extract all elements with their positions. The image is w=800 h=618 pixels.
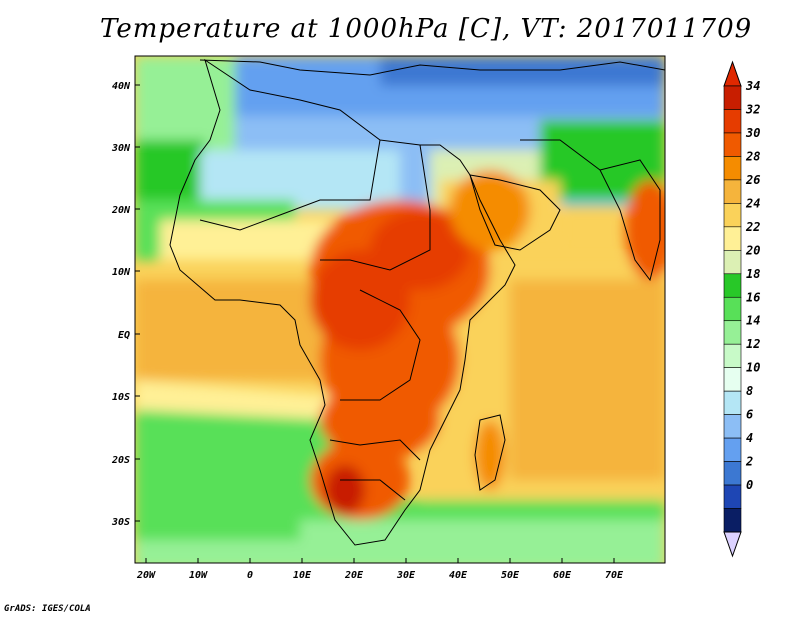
colorbar-swatch — [723, 273, 742, 298]
colorbar-swatch — [723, 484, 742, 509]
colorbar-swatch — [723, 461, 742, 486]
colorbar-label: 16 — [746, 290, 760, 304]
lat-label: EQ — [118, 330, 130, 341]
colorbar-label: 10 — [746, 361, 760, 375]
colorbar-swatch — [723, 156, 742, 181]
colorbar-swatch — [723, 203, 742, 228]
lon-label: 70E — [605, 570, 624, 581]
colorbar-label: 32 — [745, 102, 760, 116]
lat-label: 20S — [111, 455, 130, 466]
colorbar-label: 26 — [745, 173, 760, 187]
lon-label: 20E — [344, 570, 364, 581]
colorbar-swatch — [723, 320, 742, 345]
colorbar-bottom-arrow — [723, 531, 742, 558]
colorbar-label: 2 — [745, 455, 753, 469]
lat-label: 40N — [112, 81, 131, 92]
colorbar-label: 22 — [745, 220, 760, 234]
colorbar-swatch — [723, 226, 742, 251]
colorbar-swatch — [723, 296, 742, 322]
colorbar-label: 18 — [746, 267, 760, 281]
colorbar-label: 14 — [746, 314, 760, 328]
lon-label: 50E — [501, 570, 520, 581]
colorbar-label: 6 — [746, 408, 753, 422]
colorbar-swatch — [723, 250, 742, 275]
lat-label: 10S — [112, 392, 130, 403]
colorbar-swatch — [723, 437, 742, 462]
colorbar-label: 24 — [745, 196, 760, 210]
colorbar-label: 4 — [746, 431, 753, 445]
colorbar-swatch — [723, 132, 742, 157]
colorbar-label: 12 — [746, 337, 760, 351]
colorbar-label: 8 — [746, 384, 753, 398]
credit-text: GrADS: IGES/COLA — [4, 604, 91, 614]
colorbar-label: 20 — [745, 243, 760, 257]
lon-label: 20W — [136, 570, 156, 581]
colorbar-label: 34 — [745, 79, 760, 93]
lon-label: 10W — [189, 570, 208, 581]
colorbar-swatch — [723, 85, 742, 110]
colorbar-swatch — [723, 343, 742, 368]
lon-label: 60E — [553, 570, 572, 581]
colorbar-swatch — [723, 367, 742, 392]
colorbar-swatch — [723, 508, 742, 533]
colorbar-swatch — [723, 414, 742, 439]
temperature-field — [135, 56, 665, 563]
lat-label: 30N — [111, 143, 131, 154]
lon-label: 10E — [293, 570, 312, 581]
lon-label: 0 — [247, 570, 253, 581]
lon-label: 30E — [396, 570, 416, 581]
lat-label: 20N — [111, 205, 131, 216]
plot-frame — [134, 55, 666, 564]
colorbar-label: 30 — [745, 126, 760, 140]
coastlines — [169, 58, 665, 546]
colorbar-swatch — [723, 390, 742, 415]
lat-label: 30S — [111, 517, 130, 528]
lon-label: 40E — [449, 570, 468, 581]
colorbar-label: 0 — [746, 478, 753, 492]
lat-label: 10N — [112, 267, 131, 278]
map-title: Temperature at 1000hPa [C], VT: 20170117… — [100, 14, 753, 44]
colorbar-swatch — [723, 179, 742, 204]
colorbar-swatch — [723, 109, 742, 134]
colorbar-top-arrow — [723, 60, 742, 87]
colorbar-label: 28 — [745, 149, 760, 163]
latitude-axis: 40N 30N 20N 10N EQ 10S 20S 30S — [111, 81, 140, 528]
longitude-axis: 20W 10W 0 10E 20E 30E 40E 50E 60E 70E — [136, 558, 624, 581]
